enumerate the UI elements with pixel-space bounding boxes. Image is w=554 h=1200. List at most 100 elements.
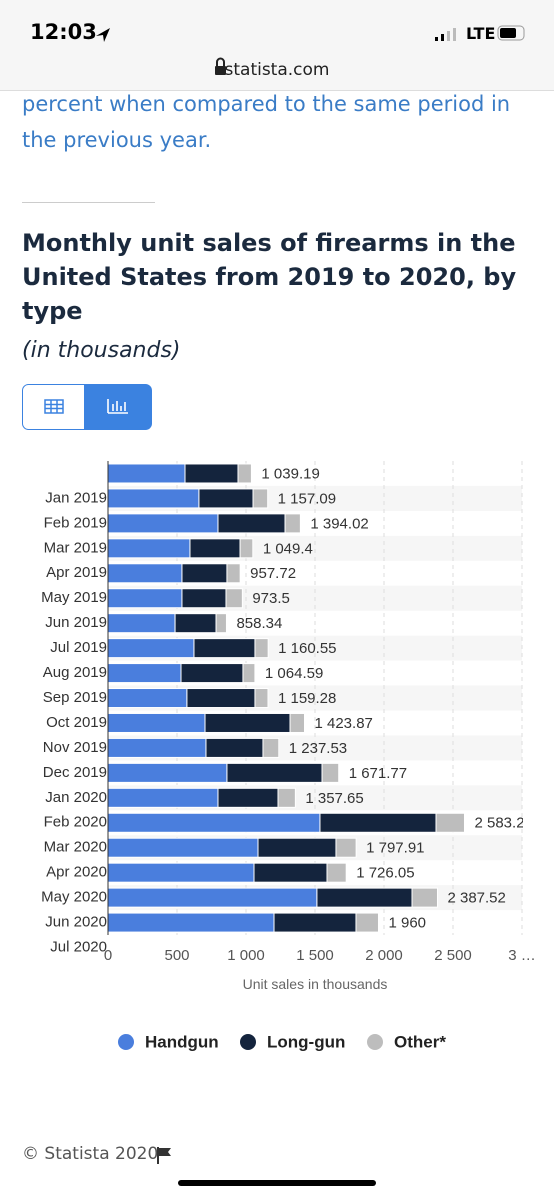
bar-segment [254, 688, 269, 709]
bar-segment [226, 563, 241, 584]
battery-level [500, 28, 516, 38]
y-tick-label: Jan 2020 [45, 789, 107, 806]
bar-segment [237, 463, 252, 484]
bar-segment [107, 463, 186, 484]
total-label: 1 797.91 [366, 840, 424, 857]
total-label: 1 049.4 [263, 540, 313, 557]
y-tick-label: Jun 2020 [45, 914, 107, 931]
y-tick-label: Apr 2019 [46, 564, 107, 581]
browser-header: 12:03 LTE statista.com [0, 0, 554, 91]
bar-segment [107, 737, 207, 758]
y-tick-label: Aug 2019 [43, 664, 107, 681]
network: LTE [466, 24, 496, 43]
bar-segment [252, 488, 269, 509]
chart-title: Monthly unit sales of firearms in the Un… [22, 229, 517, 325]
bar-segment [205, 737, 264, 758]
bar-segment [174, 613, 217, 634]
lock-shackle [216, 57, 225, 66]
intro-text: percent when compared to the same period… [22, 92, 511, 116]
bar-segment [273, 912, 357, 933]
lock-icon [215, 66, 226, 75]
x-axis-title: Unit sales in thousands [243, 976, 388, 992]
flag-icon[interactable] [154, 1144, 178, 1168]
total-label: 2 387.52 [447, 890, 505, 907]
bar-segment [289, 712, 305, 733]
bar-segment [284, 513, 301, 534]
bar-segment [254, 638, 269, 659]
y-tick-label: Feb 2019 [44, 514, 107, 531]
bar-segment [107, 912, 275, 933]
flag [159, 1148, 171, 1156]
total-label: 1 064.59 [265, 665, 323, 682]
bar-segment [107, 887, 318, 908]
bar-segment [107, 812, 321, 833]
bar-segment [253, 862, 328, 883]
total-label: 973.5 [252, 590, 290, 607]
signal [435, 37, 438, 41]
bar-segment [225, 588, 243, 609]
legend-swatch [367, 1034, 383, 1050]
bar-segment [321, 762, 340, 783]
signal [453, 28, 456, 41]
table-icon [44, 399, 64, 414]
clock: 12:03 [30, 20, 97, 44]
signal [447, 31, 450, 41]
bar-segment [184, 463, 239, 484]
legend-label: Handgun [145, 1032, 219, 1051]
bar-segment [107, 613, 176, 634]
url: statista.com [224, 60, 330, 80]
total-label: 1 157.09 [278, 490, 336, 507]
x-tick-label: 0 [104, 947, 112, 964]
bar-segment [181, 588, 227, 609]
bar-segment [107, 513, 219, 534]
total-label: 1 671.77 [349, 765, 407, 782]
bar-icon [107, 399, 128, 414]
intro-text: the previous year. [22, 128, 212, 152]
bar-segment [107, 762, 228, 783]
total-label: 1 960 [388, 915, 426, 932]
bar-segment [107, 712, 206, 733]
bar-segment [107, 862, 255, 883]
bar-segment [107, 688, 188, 709]
y-tick-label: Nov 2019 [43, 739, 107, 756]
url-bar[interactable]: statista.com [0, 60, 554, 80]
location-icon [96, 28, 110, 42]
home-indicator [178, 1180, 376, 1186]
bar-segment [107, 663, 182, 684]
bar-segment [217, 513, 286, 534]
legend-label: Long-gun [267, 1032, 345, 1051]
total-label: 858.34 [236, 615, 282, 632]
bar-segment [226, 762, 323, 783]
y-tick-label: Sep 2019 [43, 689, 107, 706]
bar-segment [316, 887, 413, 908]
legend-swatch [240, 1034, 256, 1050]
x-tick-label: 2 500 [434, 947, 472, 964]
y-tick-label: Feb 2020 [44, 814, 107, 831]
bar-segment [355, 912, 379, 933]
bar-segment [277, 787, 296, 808]
y-tick-label: Mar 2020 [44, 839, 107, 856]
total-label: 1 357.65 [305, 790, 363, 807]
status-icons [96, 25, 525, 75]
total-label: 2 583.23 [474, 815, 532, 832]
bar-segment [107, 563, 183, 584]
x-tick-label: 1 000 [227, 947, 265, 964]
battery [497, 25, 525, 41]
total-label: 1 159.28 [278, 690, 336, 707]
total-label: 1 423.87 [314, 715, 372, 732]
divider [22, 202, 155, 203]
y-tick-label: Jul 2019 [50, 639, 107, 656]
chart-subtitle: (in thousands) [22, 338, 181, 363]
bar-segment [257, 837, 337, 858]
bar-segment [180, 663, 244, 684]
y-tick-label: Jul 2020 [50, 938, 107, 955]
bar-segment [435, 812, 465, 833]
total-label: 1 039.19 [261, 465, 319, 482]
bar-segment [193, 638, 256, 659]
bar-segment [335, 837, 357, 858]
bar-segment [107, 638, 195, 659]
legend-swatch [118, 1034, 134, 1050]
bar-segment [107, 787, 219, 808]
total-label: 1 394.02 [310, 515, 368, 532]
